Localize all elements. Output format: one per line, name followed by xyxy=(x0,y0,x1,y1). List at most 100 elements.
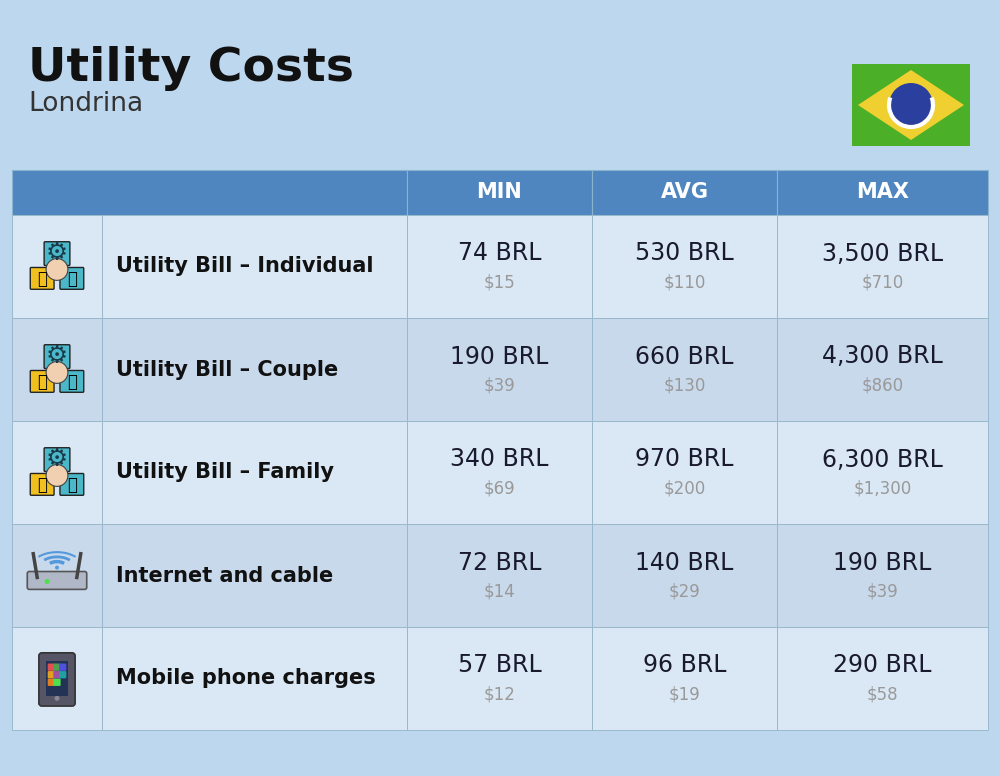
Text: $15: $15 xyxy=(484,273,515,292)
Text: MAX: MAX xyxy=(856,182,909,203)
Bar xyxy=(407,421,592,524)
FancyBboxPatch shape xyxy=(53,671,61,678)
Bar xyxy=(407,627,592,730)
Text: $58: $58 xyxy=(867,685,898,704)
Circle shape xyxy=(55,566,59,570)
Circle shape xyxy=(46,465,68,487)
FancyBboxPatch shape xyxy=(60,473,84,495)
FancyBboxPatch shape xyxy=(39,653,75,706)
Bar xyxy=(777,627,988,730)
Text: Utility Bill – Couple: Utility Bill – Couple xyxy=(116,359,338,379)
Text: Utility Bill – Individual: Utility Bill – Individual xyxy=(116,257,374,276)
FancyBboxPatch shape xyxy=(44,345,70,369)
Bar xyxy=(102,524,407,627)
Bar xyxy=(12,627,102,730)
Text: 190 BRL: 190 BRL xyxy=(450,345,549,369)
Text: $130: $130 xyxy=(663,376,706,394)
Text: 72 BRL: 72 BRL xyxy=(458,550,541,574)
Text: $69: $69 xyxy=(484,480,515,497)
Text: 🔌: 🔌 xyxy=(37,372,47,391)
Text: 140 BRL: 140 BRL xyxy=(635,550,734,574)
Bar xyxy=(777,421,988,524)
FancyBboxPatch shape xyxy=(30,268,54,289)
Text: $200: $200 xyxy=(663,480,706,497)
Bar xyxy=(12,318,102,421)
Text: $860: $860 xyxy=(861,376,904,394)
Text: $14: $14 xyxy=(484,583,515,601)
Bar xyxy=(592,627,777,730)
Text: ⚙: ⚙ xyxy=(46,344,68,368)
Text: $1,300: $1,300 xyxy=(853,480,912,497)
Bar xyxy=(12,170,407,215)
FancyBboxPatch shape xyxy=(48,663,55,670)
Text: 🔌: 🔌 xyxy=(37,476,47,494)
FancyBboxPatch shape xyxy=(30,473,54,495)
Circle shape xyxy=(46,362,68,383)
Text: 4,300 BRL: 4,300 BRL xyxy=(822,345,943,369)
FancyBboxPatch shape xyxy=(48,671,55,678)
Text: 6,300 BRL: 6,300 BRL xyxy=(822,448,943,472)
Text: $12: $12 xyxy=(484,685,515,704)
Text: $29: $29 xyxy=(669,583,700,601)
FancyBboxPatch shape xyxy=(27,571,87,590)
Bar xyxy=(592,421,777,524)
Bar xyxy=(102,318,407,421)
Text: $710: $710 xyxy=(861,273,904,292)
Text: 190 BRL: 190 BRL xyxy=(833,550,932,574)
Bar xyxy=(777,215,988,318)
Circle shape xyxy=(46,258,68,280)
FancyBboxPatch shape xyxy=(44,448,70,472)
Text: AVG: AVG xyxy=(660,182,708,203)
Bar xyxy=(407,318,592,421)
FancyBboxPatch shape xyxy=(44,242,70,265)
Text: Londrina: Londrina xyxy=(28,91,143,117)
Bar xyxy=(777,318,988,421)
Bar xyxy=(592,170,777,215)
Text: $110: $110 xyxy=(663,273,706,292)
Bar xyxy=(777,170,988,215)
Bar xyxy=(12,524,102,627)
FancyBboxPatch shape xyxy=(30,370,54,393)
Circle shape xyxy=(55,696,59,701)
Text: 🔌: 🔌 xyxy=(37,270,47,288)
Bar xyxy=(12,215,102,318)
Circle shape xyxy=(45,579,50,584)
Polygon shape xyxy=(858,70,964,140)
FancyBboxPatch shape xyxy=(60,370,84,393)
Text: Utility Costs: Utility Costs xyxy=(28,46,354,91)
FancyBboxPatch shape xyxy=(53,679,61,686)
Text: 74 BRL: 74 BRL xyxy=(458,241,541,265)
FancyBboxPatch shape xyxy=(59,663,66,670)
Bar xyxy=(407,215,592,318)
Text: ⚙: ⚙ xyxy=(46,241,68,265)
Text: 57 BRL: 57 BRL xyxy=(458,653,541,677)
Text: 🚿: 🚿 xyxy=(67,270,77,288)
Text: 340 BRL: 340 BRL xyxy=(450,448,549,472)
Text: 🚿: 🚿 xyxy=(67,476,77,494)
Bar xyxy=(592,215,777,318)
Text: Utility Bill – Family: Utility Bill – Family xyxy=(116,462,334,483)
Text: ⚙: ⚙ xyxy=(46,447,68,470)
FancyBboxPatch shape xyxy=(59,671,66,678)
Text: 3,500 BRL: 3,500 BRL xyxy=(822,241,943,265)
Circle shape xyxy=(889,83,933,127)
Text: Mobile phone charges: Mobile phone charges xyxy=(116,668,376,688)
Bar xyxy=(407,170,592,215)
Bar xyxy=(12,421,102,524)
Text: $39: $39 xyxy=(867,583,898,601)
Text: 660 BRL: 660 BRL xyxy=(635,345,734,369)
FancyBboxPatch shape xyxy=(53,663,61,670)
Bar xyxy=(777,524,988,627)
Bar xyxy=(102,627,407,730)
Bar xyxy=(102,215,407,318)
Bar xyxy=(592,524,777,627)
Bar xyxy=(592,318,777,421)
Text: MIN: MIN xyxy=(477,182,522,203)
Bar xyxy=(46,661,68,695)
Text: 🚿: 🚿 xyxy=(67,372,77,391)
FancyBboxPatch shape xyxy=(60,268,84,289)
FancyBboxPatch shape xyxy=(48,679,55,686)
Text: 970 BRL: 970 BRL xyxy=(635,448,734,472)
Text: $19: $19 xyxy=(669,685,700,704)
Text: $39: $39 xyxy=(484,376,515,394)
